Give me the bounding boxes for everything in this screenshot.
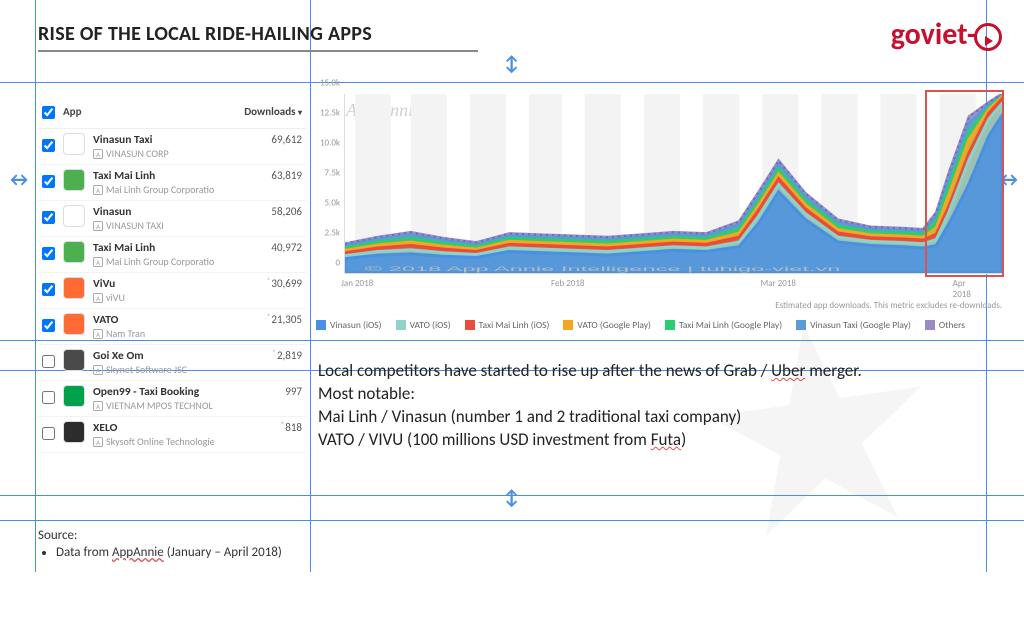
app-downloads-table: App Downloads ▾ Vinasun Taxi AVINASUN CO…: [38, 94, 306, 453]
app-name-label: VATO: [93, 313, 229, 327]
app-icon: [63, 277, 85, 299]
table-row[interactable]: Vinasun Taxi AVINASUN CORP 69,612: [38, 129, 306, 165]
app-publisher-label: ASkysoft Online Technologie: [93, 435, 229, 448]
app-publisher-label: AVINASUN CORP: [93, 147, 229, 160]
source-citation: Source: Data from AppAnnie (January – Ap…: [38, 528, 282, 560]
row-checkbox[interactable]: [42, 139, 55, 152]
downloads-value: *2,819: [233, 345, 306, 381]
downloads-value: 40,972: [233, 237, 306, 273]
app-publisher-label: AMai Linh Group Corporatio: [93, 255, 229, 268]
chart-legend: Vinasun (iOS) VATO (iOS) Taxi Mai Linh (iO…: [316, 319, 1002, 331]
app-publisher-label: AVINASUN TAXI: [93, 219, 229, 232]
page-title: RISE OF THE LOCAL RIDE-HAILING APPS: [38, 22, 478, 52]
app-publisher-label: ASkynet Software JSC: [93, 363, 229, 376]
column-header-app[interactable]: App: [59, 94, 233, 129]
table-row[interactable]: VATO ANam Tran *21,305: [38, 309, 306, 345]
app-icon: [63, 385, 85, 407]
app-name-label: Taxi Mai Linh: [93, 241, 229, 255]
legend-item[interactable]: Taxi Mai Linh (iOS): [465, 319, 550, 331]
app-icon: [63, 349, 85, 371]
row-checkbox[interactable]: [42, 247, 55, 260]
app-icon: [63, 313, 85, 335]
chart-y-axis: 02.5k5.0k7.5k10.0k12.5k15.0k: [316, 94, 344, 274]
resize-arrow-left[interactable]: ↔: [6, 168, 32, 192]
table-row[interactable]: Taxi Mai Linh AMai Linh Group Corporatio…: [38, 237, 306, 273]
app-icon: [63, 133, 85, 155]
table-row[interactable]: Vinasun AVINASUN TAXI 58,206: [38, 201, 306, 237]
goviet-logo: goviet-: [891, 16, 1002, 53]
app-icon: [63, 421, 85, 443]
app-publisher-label: AVIETNAM MPOS TECHNOL: [93, 399, 229, 412]
legend-item[interactable]: Vinasun Taxi (Google Play): [796, 319, 911, 331]
table-row[interactable]: ViVu AviVU *30,699: [38, 273, 306, 309]
downloads-value: 69,612: [233, 129, 306, 165]
downloads-value: *818: [233, 417, 306, 453]
chart-plot-area: © 2018 App Annie Intelligence | tuhigo-v…: [344, 94, 1002, 274]
app-name-label: XELO: [93, 421, 229, 435]
table-row[interactable]: Open99 - Taxi Booking AVIETNAM MPOS TECH…: [38, 381, 306, 417]
svg-text:© 2018 App Annie Intelligence: © 2018 App Annie Intelligence | tuhigo-v…: [365, 265, 841, 272]
table-row[interactable]: Taxi Mai Linh AMai Linh Group Corporatio…: [38, 165, 306, 201]
row-checkbox[interactable]: [42, 283, 55, 296]
row-checkbox[interactable]: [42, 211, 55, 224]
row-checkbox[interactable]: [42, 319, 55, 332]
downloads-value: *21,305: [233, 309, 306, 345]
app-name-label: Goi Xe Om: [93, 349, 229, 363]
app-publisher-label: ANam Tran: [93, 327, 229, 340]
select-all-checkbox[interactable]: [42, 106, 55, 119]
row-checkbox[interactable]: [42, 391, 55, 404]
app-publisher-label: AMai Linh Group Corporatio: [93, 183, 229, 196]
downloads-value: 63,819: [233, 165, 306, 201]
row-checkbox[interactable]: [42, 427, 55, 440]
row-checkbox[interactable]: [42, 175, 55, 188]
legend-item[interactable]: VATO (iOS): [396, 319, 451, 331]
chart-footer-note: Estimated app downloads. This metric exc…: [316, 300, 1002, 311]
downloads-value: 997: [233, 381, 306, 417]
app-name-label: Taxi Mai Linh: [93, 169, 229, 183]
app-name-label: Vinasun Taxi: [93, 133, 229, 147]
app-name-label: Open99 - Taxi Booking: [93, 385, 229, 399]
app-name-label: ViVu: [93, 277, 229, 291]
downloads-value: *30,699: [233, 273, 306, 309]
chart-x-axis: Jan 2018Feb 2018Mar 2018Apr 2018: [344, 274, 1002, 294]
highlight-box: [925, 90, 1004, 277]
guide-line-v: [35, 0, 36, 572]
legend-item[interactable]: Others: [925, 319, 965, 331]
legend-item[interactable]: VATO (Google Play): [563, 319, 651, 331]
app-publisher-label: AviVU: [93, 291, 229, 304]
table-row[interactable]: XELO ASkysoft Online Technologie *818: [38, 417, 306, 453]
column-header-downloads[interactable]: Downloads ▾: [233, 94, 306, 129]
commentary-text: Local competitors have started to rise u…: [318, 360, 998, 452]
table-row[interactable]: Goi Xe Om ASkynet Software JSC *2,819: [38, 345, 306, 381]
legend-item[interactable]: Vinasun (iOS): [316, 319, 382, 331]
downloads-value: 58,206: [233, 201, 306, 237]
app-name-label: Vinasun: [93, 205, 229, 219]
app-icon: [63, 241, 85, 263]
app-icon: [63, 205, 85, 227]
row-checkbox[interactable]: [42, 355, 55, 368]
app-icon: [63, 169, 85, 191]
legend-item[interactable]: Taxi Mai Linh (Google Play): [665, 319, 782, 331]
